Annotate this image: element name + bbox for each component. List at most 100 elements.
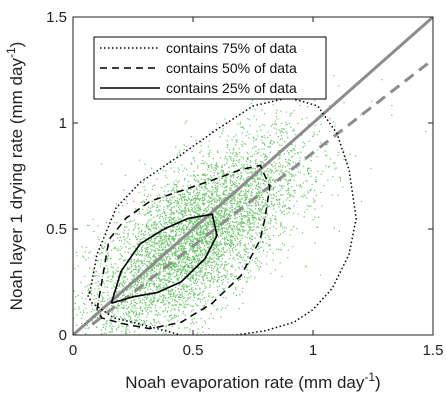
scatter-point bbox=[153, 237, 155, 239]
scatter-point bbox=[232, 292, 235, 294]
scatter-point bbox=[199, 268, 201, 270]
scatter-point bbox=[129, 331, 131, 333]
scatter-point bbox=[132, 311, 134, 313]
scatter-point bbox=[192, 309, 194, 311]
scatter-point bbox=[207, 210, 209, 212]
scatter-point bbox=[179, 242, 181, 244]
scatter-point bbox=[195, 224, 197, 226]
scatter-point bbox=[236, 243, 238, 245]
scatter-point bbox=[187, 235, 189, 237]
scatter-point bbox=[222, 177, 224, 180]
scatter-point bbox=[131, 305, 133, 307]
scatter-point bbox=[264, 155, 266, 157]
scatter-point bbox=[229, 239, 232, 241]
scatter-point bbox=[286, 150, 288, 152]
scatter-point bbox=[307, 123, 310, 125]
scatter-point bbox=[285, 131, 287, 133]
scatter-point bbox=[193, 292, 195, 294]
scatter-point bbox=[185, 242, 187, 244]
scatter-point bbox=[126, 268, 128, 270]
scatter-point bbox=[285, 199, 287, 201]
scatter-point bbox=[182, 297, 184, 299]
scatter-point bbox=[228, 214, 230, 216]
scatter-point bbox=[204, 228, 206, 230]
scatter-point bbox=[253, 178, 255, 180]
scatter-point bbox=[222, 253, 224, 255]
scatter-point bbox=[167, 297, 169, 299]
scatter-point bbox=[187, 228, 189, 230]
scatter-point bbox=[146, 265, 148, 267]
scatter-point bbox=[225, 175, 227, 177]
scatter-point bbox=[244, 210, 246, 213]
scatter-point bbox=[197, 239, 199, 241]
scatter-point bbox=[177, 225, 179, 227]
scatter-point bbox=[260, 194, 263, 196]
scatter-point bbox=[154, 321, 156, 323]
scatter-point bbox=[197, 237, 200, 239]
scatter-point bbox=[165, 287, 167, 289]
scatter-point bbox=[249, 160, 251, 162]
scatter-point bbox=[150, 267, 152, 269]
scatter-point bbox=[177, 171, 180, 173]
scatter-point bbox=[257, 189, 259, 191]
scatter-point bbox=[229, 201, 231, 203]
scatter-point bbox=[149, 210, 151, 212]
scatter-point bbox=[195, 261, 197, 263]
scatter-point bbox=[212, 225, 215, 227]
scatter-point bbox=[257, 182, 260, 184]
scatter-point bbox=[229, 226, 232, 228]
scatter-point bbox=[215, 199, 217, 201]
scatter-point bbox=[194, 205, 196, 207]
scatter-point bbox=[224, 243, 226, 245]
scatter-point bbox=[172, 217, 174, 219]
scatter-point bbox=[229, 189, 231, 191]
scatter-point bbox=[173, 212, 175, 214]
scatter-point bbox=[197, 174, 199, 176]
scatter-point bbox=[269, 190, 271, 192]
scatter-point bbox=[168, 162, 170, 164]
scatter-point bbox=[179, 304, 181, 306]
scatter-point bbox=[148, 263, 150, 265]
scatter-point bbox=[287, 189, 289, 191]
scatter-point bbox=[155, 285, 158, 287]
scatter-point bbox=[197, 214, 199, 216]
scatter-point bbox=[206, 222, 208, 224]
scatter-point bbox=[232, 163, 234, 165]
scatter-point bbox=[230, 235, 232, 237]
scatter-point bbox=[135, 320, 137, 322]
scatter-point bbox=[258, 267, 260, 269]
scatter-point bbox=[220, 215, 222, 217]
scatter-point bbox=[185, 300, 187, 302]
scatter-point bbox=[175, 209, 177, 211]
scatter-point bbox=[246, 205, 248, 207]
scatter-point bbox=[236, 171, 238, 173]
scatter-point bbox=[120, 258, 122, 260]
scatter-point bbox=[200, 232, 202, 234]
scatter-point bbox=[76, 324, 78, 326]
scatter-point bbox=[111, 249, 113, 252]
scatter-point bbox=[190, 188, 192, 190]
scatter-point bbox=[162, 271, 164, 273]
scatter-point bbox=[193, 198, 195, 200]
scatter-point bbox=[169, 294, 172, 296]
scatter-point bbox=[129, 286, 131, 288]
scatter-point bbox=[151, 303, 153, 305]
scatter-point bbox=[208, 246, 210, 248]
scatter-point bbox=[235, 180, 238, 182]
scatter-point bbox=[99, 253, 101, 255]
scatter-point bbox=[261, 161, 263, 163]
scatter-point bbox=[136, 238, 138, 241]
scatter-point bbox=[230, 200, 232, 202]
scatter-point bbox=[250, 275, 252, 277]
scatter-point bbox=[216, 211, 219, 213]
scatter-point bbox=[171, 207, 173, 209]
scatter-point bbox=[146, 276, 148, 278]
scatter-point bbox=[149, 252, 151, 254]
scatter-point bbox=[186, 214, 188, 216]
scatter-point bbox=[224, 118, 226, 120]
scatter-point bbox=[254, 109, 256, 111]
scatter-point bbox=[219, 197, 221, 199]
scatter-point bbox=[204, 255, 206, 257]
scatter-point bbox=[152, 280, 155, 282]
scatter-point bbox=[180, 296, 182, 298]
